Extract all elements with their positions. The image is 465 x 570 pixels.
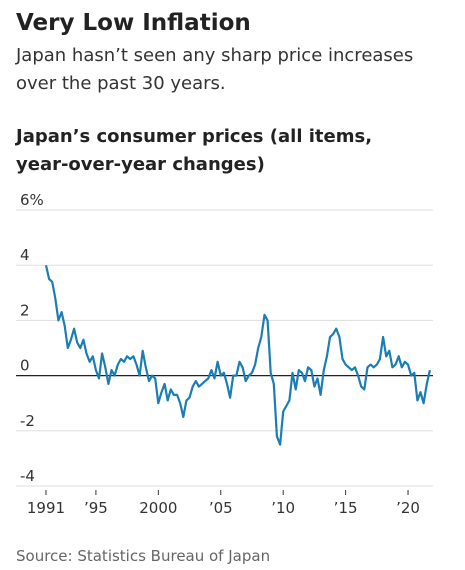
y-tick-label: -2 <box>20 412 35 430</box>
title: Very Low Inflation <box>16 10 251 36</box>
y-tick-label: 2 <box>20 301 30 319</box>
x-tick-label: 1991 <box>27 499 65 517</box>
x-tick-label: ’15 <box>334 499 358 517</box>
y-tick-label: -4 <box>20 467 35 485</box>
chart: -4 -2 0 2 4 6% 1991 ’95 2000 ’05 ’10 ’15 ’20 <box>16 191 433 517</box>
x-tick-label: ’10 <box>271 499 295 517</box>
y-tick-label: 4 <box>20 246 30 264</box>
x-tick-label: ’20 <box>396 499 420 517</box>
data-line <box>44 264 431 446</box>
subtitle: Japan hasn’t seen any sharp price increa… <box>16 45 414 94</box>
x-tick-label: 2000 <box>139 499 177 517</box>
x-tick-label: ’95 <box>84 499 108 517</box>
chart-title: Japan’s consumer prices (all items, year… <box>16 126 373 175</box>
x-tick-label: ’05 <box>209 499 233 517</box>
y-tick-label: 0 <box>20 357 30 375</box>
y-tick-label: 6% <box>20 191 44 209</box>
source: Source: Statistics Bureau of Japan <box>16 547 271 565</box>
